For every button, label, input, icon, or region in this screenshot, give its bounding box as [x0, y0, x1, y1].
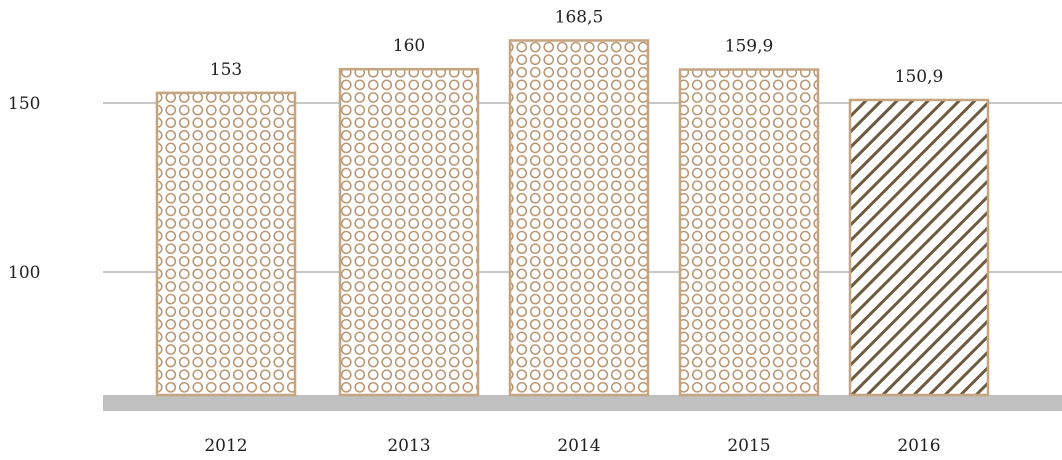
x-tick-label-2012: 2012: [204, 436, 247, 456]
data-labels: 153 160 168,5 159,9 150,9: [210, 7, 944, 86]
y-tick-label: 100: [8, 263, 40, 283]
y-tick-label: 150: [8, 94, 40, 114]
bars: [155, 39, 990, 397]
baseline-bar: [103, 395, 1062, 411]
x-tick-label-2013: 2013: [387, 436, 430, 456]
data-label-2015: 159,9: [725, 37, 774, 57]
x-tick-label-2016: 2016: [897, 436, 940, 456]
bar-2012: [155, 91, 297, 397]
bar-2014: [508, 39, 650, 397]
data-label-2014: 168,5: [555, 7, 604, 27]
bar-2015: [678, 68, 820, 397]
bar-2013: [338, 67, 480, 397]
y-axis-ticks: 100 150: [8, 94, 40, 283]
x-tick-label-2015: 2015: [727, 436, 770, 456]
data-label-2013: 160: [393, 36, 425, 56]
x-axis-labels: 2012 2013 2014 2015 2016: [204, 436, 940, 456]
bar-2016: [848, 98, 990, 397]
x-tick-label-2014: 2014: [557, 436, 600, 456]
data-label-2016: 150,9: [895, 67, 944, 87]
data-label-2012: 153: [210, 60, 242, 80]
